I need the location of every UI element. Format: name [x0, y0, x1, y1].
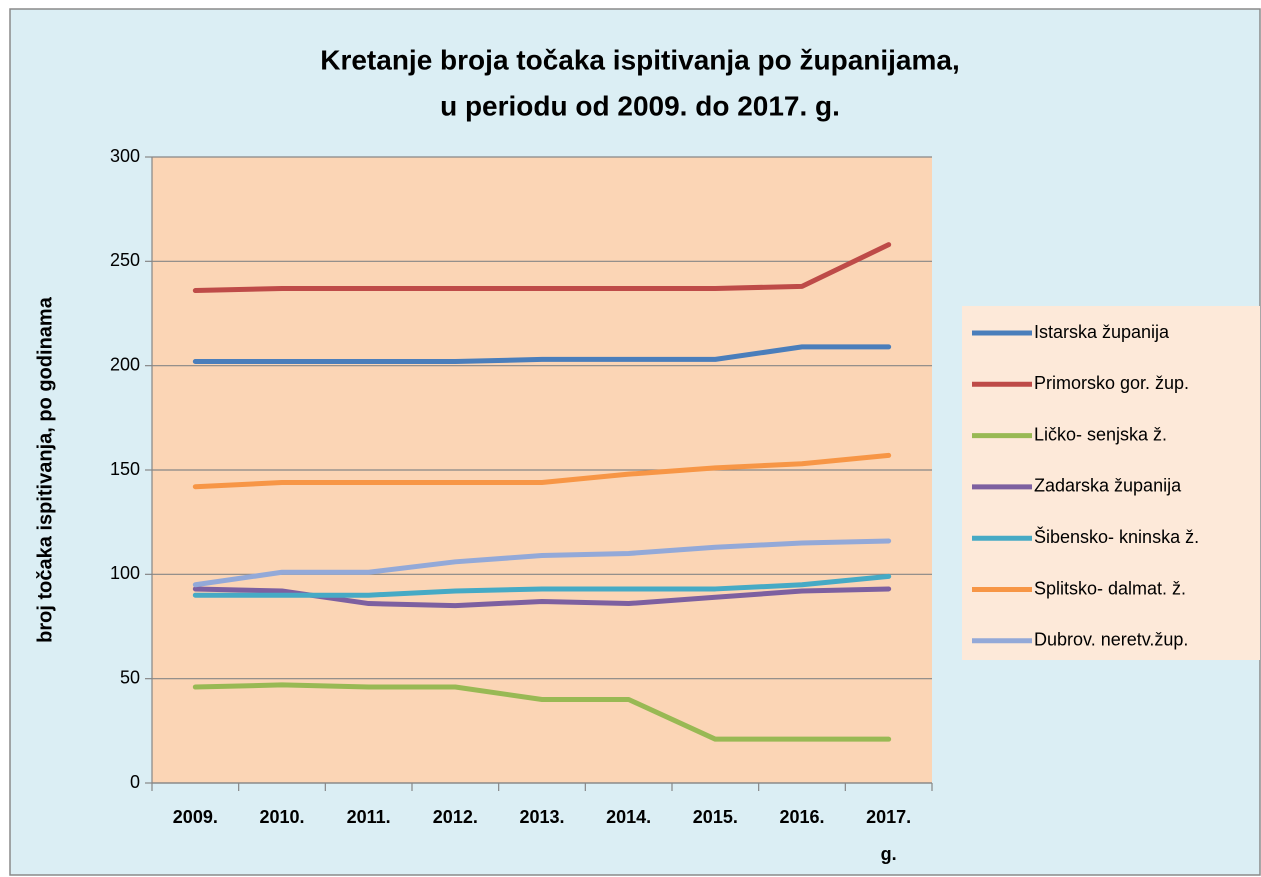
- x-tick-label: 2014.: [606, 807, 651, 827]
- x-tick-label: 2015.: [693, 807, 738, 827]
- y-tick-label: 250: [110, 250, 140, 270]
- line-series: [192, 344, 892, 364]
- x-tick-label: 2009.: [173, 807, 218, 827]
- y-tick-label: 200: [110, 354, 140, 374]
- legend-label: Primorsko gor. žup.: [1034, 373, 1189, 393]
- y-tick-label: 0: [130, 772, 140, 792]
- line-series: [192, 452, 892, 490]
- legend: [962, 306, 1260, 660]
- y-tick-label: 50: [120, 667, 140, 687]
- y-tick-label: 100: [110, 563, 140, 583]
- legend-label: Splitsko- dalmat. ž.: [1034, 578, 1186, 598]
- line-series: [192, 538, 892, 588]
- line-series: [192, 242, 892, 294]
- chart-title: Kretanje broja točaka ispitivanja po žup…: [320, 44, 960, 75]
- y-tick-label: 300: [110, 146, 140, 166]
- x-tick-label: 2010.: [259, 807, 304, 827]
- legend-label: Istarska županija: [1034, 322, 1170, 342]
- y-axis-label: broj točaka ispitivanja, po godinama: [34, 296, 56, 643]
- line-series: [192, 573, 892, 598]
- y-tick-label: 150: [110, 459, 140, 479]
- x-tick-label: 2017. g.: [866, 807, 911, 864]
- legend-label: Šibensko- kninska ž.: [1034, 526, 1199, 547]
- legend-label: Zadarska županija: [1034, 476, 1182, 496]
- x-tick-label: 2013.: [519, 807, 564, 827]
- x-tick-label: 2012.: [433, 807, 478, 827]
- legend-label: Dubrov. neretv.žup.: [1034, 630, 1188, 650]
- chart-title: u periodu od 2009. do 2017. g.: [440, 90, 840, 121]
- x-tick-label: 2011.: [347, 807, 391, 827]
- legend-label: Ličko- senjska ž.: [1034, 424, 1167, 444]
- x-tick-label: 2016.: [779, 807, 824, 827]
- line-series: [192, 682, 892, 742]
